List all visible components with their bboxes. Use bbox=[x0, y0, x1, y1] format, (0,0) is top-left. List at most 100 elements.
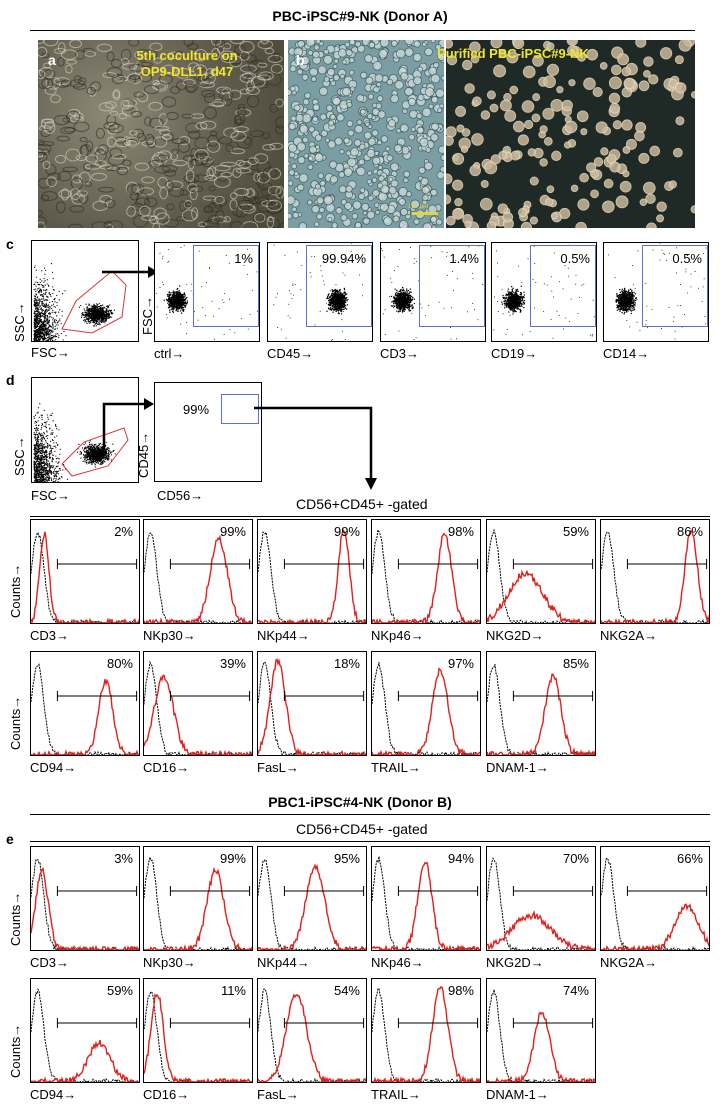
hist-e-r1-pct-2: 95% bbox=[333, 851, 360, 866]
hist-e-r2-svg-3 bbox=[372, 986, 480, 1082]
hist-d-r1-panel-0: 2% bbox=[30, 519, 140, 624]
hist-e-r1-x-label-0: CD3→ bbox=[30, 955, 70, 970]
micrograph-b-right-texture bbox=[446, 40, 695, 228]
hist-e-r1-x-label-2: NKp44→ bbox=[257, 955, 310, 970]
hist-d-r1-pct-1: 99% bbox=[219, 524, 246, 539]
gated-arrow-d bbox=[254, 406, 377, 490]
gate-plot-d-svg bbox=[33, 403, 129, 482]
caption-a-line2: OP9-DLL1, d47 bbox=[140, 64, 234, 79]
hist-d-r2-svg-0 bbox=[31, 663, 139, 755]
hist-e-r1-panel-0: 3% bbox=[30, 846, 140, 951]
hist-e-r1-pct-3: 94% bbox=[447, 851, 474, 866]
scale-bar bbox=[412, 212, 438, 215]
hist-d-r1-panel-1: 99% bbox=[143, 519, 253, 624]
hist-e-r2-panel-1: 11% bbox=[143, 978, 253, 1083]
hist-e-r1-panel-5: 66% bbox=[600, 846, 710, 951]
hist-d-r2-svg-4 bbox=[487, 663, 595, 755]
hist-e-r1-svg-1 bbox=[144, 855, 252, 950]
scatter-c-plot-0: 1% bbox=[154, 242, 260, 342]
hist-e-r1-svg-0 bbox=[31, 858, 139, 950]
hist-e-r2-x-label-4: DNAM-1→ bbox=[486, 1087, 549, 1102]
gate-arrow-c bbox=[102, 266, 158, 278]
micrograph-a-texture bbox=[38, 40, 284, 228]
hist-d-r1-pct-3: 98% bbox=[447, 524, 474, 539]
gate-c-x-label: FSC→ bbox=[31, 345, 70, 360]
panel-label-a: a bbox=[48, 52, 56, 68]
hist-d-r1-svg-2 bbox=[258, 528, 366, 623]
hist-e-r2-panel-3: 98% bbox=[371, 978, 481, 1083]
hist-e-r2-x-label-2: FasL→ bbox=[257, 1087, 299, 1102]
scatter-c-x-label-3: CD19→ bbox=[491, 346, 538, 361]
hist-e-r2-pct-0: 59% bbox=[106, 983, 133, 998]
hist-e-r1-x-label-3: NKp46→ bbox=[371, 955, 424, 970]
panel-label-b: b bbox=[296, 52, 305, 68]
micrograph-b-caption: Purified PBC-iPSC#9-NK bbox=[437, 46, 589, 61]
hist-e-r1-x-label-1: NKp30→ bbox=[143, 955, 196, 970]
scatter-c-x-label-4: CD14→ bbox=[603, 346, 650, 361]
hist-d-r2-pct-1: 39% bbox=[219, 656, 246, 671]
caption-a-line1: 5th coculture on bbox=[136, 48, 238, 63]
hist-d-r1-x-label-0: CD3→ bbox=[30, 628, 70, 643]
gate-d-x-label: FSC→ bbox=[31, 488, 70, 503]
hist-d-r1-panel-2: 99% bbox=[257, 519, 367, 624]
hist-e-r1-panel-4: 70% bbox=[486, 846, 596, 951]
scatter-c-pct-4: 0.5% bbox=[672, 251, 702, 266]
hist-e-r2-x-label-1: CD16→ bbox=[143, 1087, 190, 1102]
scatter-c-plot-4: 0.5% bbox=[603, 242, 709, 342]
hist-e-r2-svg-2 bbox=[258, 988, 366, 1082]
hist-d-r2-svg-2 bbox=[258, 658, 366, 755]
micrograph-b-left: b 100 µm bbox=[288, 40, 444, 228]
scatter-c-svg-3 bbox=[493, 244, 595, 339]
hist-e-r2-pct-1: 11% bbox=[220, 983, 246, 998]
gate-plot-c bbox=[31, 240, 139, 342]
hist-e-r2-svg-4 bbox=[487, 989, 595, 1082]
hist-e-r1-x-label-5: NKG2A→ bbox=[600, 955, 658, 970]
hist-d-r1-x-label-1: NKp30→ bbox=[143, 628, 196, 643]
hist-d-r1-svg-4 bbox=[487, 528, 595, 623]
hist-d-r2-panel-3: 97% bbox=[371, 651, 481, 756]
scatter-d: 99% bbox=[154, 382, 262, 482]
hist-e-r2-panel-2: 54% bbox=[257, 978, 367, 1083]
hist-e-r2-pct-2: 54% bbox=[333, 983, 360, 998]
gated-label-e: CD56+CD45+ -gated bbox=[296, 821, 428, 837]
scatter-c-svg-4 bbox=[607, 243, 708, 340]
scatter-c-x-label-1: CD45→ bbox=[267, 346, 314, 361]
scatter-c-y-label: FSC→ bbox=[140, 296, 155, 335]
scatter-c-plot-1: 99.94% bbox=[267, 242, 373, 342]
panel-label-d: d bbox=[6, 372, 15, 388]
hist-d-r1-pct-0: 2% bbox=[114, 524, 133, 539]
hist-e-r1-panel-1: 99% bbox=[143, 846, 253, 951]
title-rule-a bbox=[30, 30, 695, 31]
gate-plot-c-svg bbox=[33, 263, 127, 341]
hist-d-r1-x-label-2: NKp44→ bbox=[257, 628, 310, 643]
hist-e-r1-svg-2 bbox=[258, 858, 366, 950]
hist-e-r1-pct-5: 66% bbox=[676, 851, 703, 866]
scatter-d-x-label: CD56→ bbox=[157, 488, 204, 503]
hist-e-r1-pct-4: 70% bbox=[562, 851, 589, 866]
hist-d-row2-y-label: Counts→ bbox=[8, 695, 23, 750]
hist-d-r2-pct-0: 80% bbox=[106, 656, 133, 671]
hist-e-r1-svg-5 bbox=[601, 857, 709, 950]
hist-d-r1-svg-0 bbox=[31, 531, 139, 623]
micrograph-a: a 5th coculture on OP9-DLL1, d47 bbox=[38, 40, 284, 228]
hist-d-r1-x-label-3: NKp46→ bbox=[371, 628, 424, 643]
gated-label-d: CD56+CD45+ -gated bbox=[296, 496, 428, 512]
hist-d-r2-panel-1: 39% bbox=[143, 651, 253, 756]
hist-d-r2-pct-2: 18% bbox=[333, 656, 360, 671]
gate-c-y-label: SSC→ bbox=[12, 302, 27, 342]
scatter-c-svg-2 bbox=[381, 245, 484, 341]
hist-e-r2-svg-0 bbox=[31, 988, 139, 1082]
hist-d-r2-pct-4: 85% bbox=[562, 656, 589, 671]
hist-e-row1-y-label: Counts→ bbox=[8, 891, 23, 946]
hist-e-r1-panel-3: 94% bbox=[371, 846, 481, 951]
hist-e-r2-x-label-0: CD94→ bbox=[30, 1087, 77, 1102]
hist-d-r2-svg-3 bbox=[372, 662, 480, 755]
hist-e-r1-pct-0: 3% bbox=[114, 851, 133, 866]
scatter-c-svg-0 bbox=[155, 245, 258, 341]
gated-rule-d bbox=[30, 516, 710, 517]
hist-d-r1-pct-2: 99% bbox=[333, 524, 360, 539]
scatter-c-x-label-0: ctrl→ bbox=[154, 346, 185, 361]
scatter-c-gate-1 bbox=[306, 245, 372, 327]
scatter-c-gate-3 bbox=[530, 245, 596, 327]
hist-d-r2-panel-2: 18% bbox=[257, 651, 367, 756]
